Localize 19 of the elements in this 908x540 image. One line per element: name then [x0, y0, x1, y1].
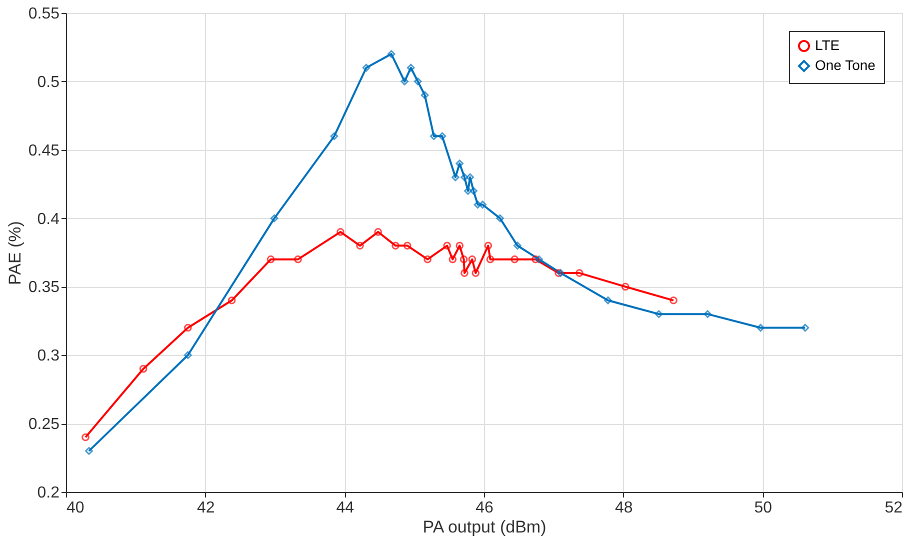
- x-tick-label: 42: [196, 500, 215, 516]
- x-tick-label: 48: [614, 500, 633, 516]
- x-axis-title: PA output (dBm): [422, 518, 546, 536]
- x-tick-label: 40: [66, 500, 84, 516]
- x-tick-label: 50: [754, 500, 772, 516]
- y-tick-label: 0.3: [37, 348, 60, 365]
- y-tick-label: 0.4: [37, 210, 60, 228]
- x-tick-label: 52: [884, 500, 903, 516]
- x-tick-label: 44: [336, 500, 354, 516]
- y-tick-label: 0.5: [37, 74, 60, 91]
- y-tick-label: 0.35: [28, 279, 60, 296]
- y-tick-label: 0.55: [28, 6, 60, 22]
- x-tick-label: 46: [476, 500, 494, 516]
- y-tick-label: 0.25: [28, 416, 60, 434]
- legend-label: One Tone: [815, 57, 876, 73]
- y-tick-label: 0.45: [28, 142, 60, 160]
- y-tick-label: 0.2: [37, 484, 60, 502]
- y-axis-title: PAE (%): [5, 221, 24, 285]
- legend-label: LTE: [815, 37, 840, 53]
